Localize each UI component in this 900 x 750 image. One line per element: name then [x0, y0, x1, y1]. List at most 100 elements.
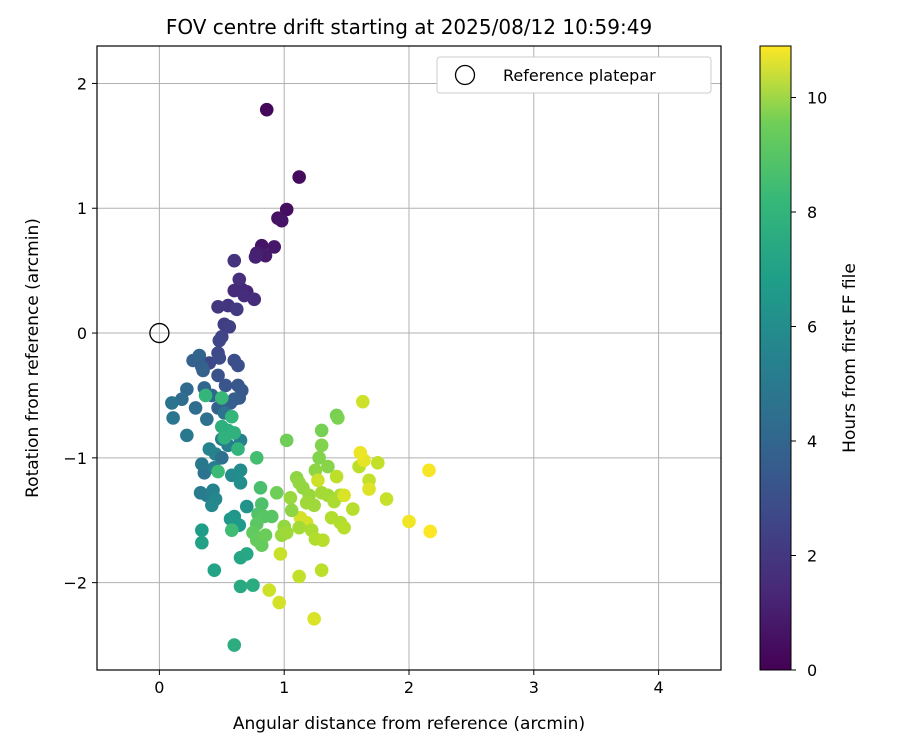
x-tick-label: 4: [654, 678, 664, 697]
x-tick-label: 3: [529, 678, 539, 697]
y-tick-label: −2: [63, 574, 87, 593]
data-point: [166, 411, 180, 425]
data-point: [215, 391, 229, 405]
data-point: [249, 451, 264, 465]
data-point: [346, 502, 360, 516]
data-point: [337, 488, 351, 503]
y-tick-label: 2: [77, 74, 87, 93]
data-point: [283, 490, 298, 505]
data-point: [402, 514, 416, 529]
data-point: [279, 433, 294, 448]
data-point: [165, 396, 179, 410]
data-point: [314, 423, 329, 438]
colorbar: 0 2 4 6 8 10 Hours from first FF file: [759, 45, 860, 680]
reference-marker-layer: [149, 322, 170, 344]
data-point: [192, 348, 207, 363]
data-point: [329, 469, 344, 484]
data-point: [312, 451, 326, 465]
data-point: [272, 595, 287, 610]
data-point: [307, 612, 321, 626]
data-point: [311, 473, 325, 488]
data-point: [353, 446, 368, 460]
legend-box: [436, 56, 712, 94]
data-point: [292, 520, 306, 535]
x-axis-ticks: 0 1 2 3 4: [154, 670, 664, 697]
legend-marker-open-circle: [454, 64, 476, 86]
data-point: [321, 459, 335, 474]
data-point: [262, 583, 277, 597]
colorbar-frame: [759, 45, 792, 671]
legend: Reference platepar: [436, 56, 712, 94]
data-point: [231, 442, 245, 456]
legend-entry-reference-platepar: Reference platepar: [503, 66, 656, 85]
data-point: [239, 547, 254, 561]
data-point: [264, 509, 279, 524]
data-point: [331, 411, 345, 425]
data-point: [215, 451, 229, 465]
data-point: [269, 485, 284, 500]
data-point: [371, 456, 385, 470]
data-point: [198, 388, 213, 403]
data-point: [218, 378, 233, 393]
data-point: [314, 563, 329, 577]
colorbar-tick-label: 2: [807, 547, 817, 566]
colorbar-tick-label: 4: [807, 432, 817, 451]
scatter-points: [165, 102, 438, 652]
data-point: [211, 300, 225, 314]
data-point: [292, 569, 306, 584]
data-point: [193, 485, 208, 500]
data-point: [231, 358, 245, 373]
y-tick-label: −1: [63, 449, 87, 468]
data-point: [233, 463, 248, 478]
colorbar-tick-label: 0: [807, 661, 817, 680]
data-point: [195, 535, 209, 550]
data-point: [356, 394, 370, 409]
data-point: [227, 638, 242, 652]
data-point: [423, 524, 438, 539]
data-point: [247, 292, 262, 307]
data-point: [337, 520, 351, 535]
data-point: [239, 499, 254, 514]
data-point: [274, 213, 289, 228]
data-point: [227, 253, 242, 268]
data-point: [267, 240, 282, 254]
data-point: [284, 503, 299, 518]
y-tick-label: 1: [77, 199, 87, 218]
x-tick-label: 0: [154, 678, 164, 697]
colorbar-tick-label: 10: [807, 89, 827, 108]
data-point: [273, 547, 288, 561]
data-point: [180, 428, 194, 443]
data-point: [188, 401, 203, 415]
data-point: [422, 463, 436, 478]
y-tick-label: 0: [77, 324, 87, 343]
data-point: [314, 438, 329, 453]
colorbar-ticks: 0 2 4 6 8 10: [791, 89, 827, 680]
data-point: [195, 523, 209, 538]
data-point: [211, 368, 225, 383]
colorbar-label: Hours from first FF file: [840, 263, 860, 453]
data-point: [233, 476, 248, 490]
x-axis-label: Angular distance from reference (arcmin): [233, 714, 585, 734]
x-tick-label: 2: [404, 678, 414, 697]
data-point: [227, 426, 242, 440]
data-point: [362, 482, 376, 496]
data-point: [258, 528, 273, 543]
data-point: [248, 250, 263, 264]
data-point: [279, 525, 294, 540]
data-point: [196, 363, 210, 378]
data-point: [279, 202, 294, 217]
reference-platepar-marker: [149, 322, 170, 344]
data-point: [200, 412, 214, 426]
data-point: [211, 464, 225, 479]
data-point: [207, 563, 222, 577]
data-point: [253, 480, 268, 495]
data-point: [259, 102, 274, 117]
chart-title: FOV centre drift starting at 2025/08/12 …: [166, 15, 652, 39]
data-point: [212, 333, 227, 348]
data-point: [233, 579, 248, 594]
data-point: [224, 409, 239, 424]
data-point: [222, 320, 237, 334]
data-point: [232, 272, 247, 287]
data-point: [212, 351, 227, 365]
